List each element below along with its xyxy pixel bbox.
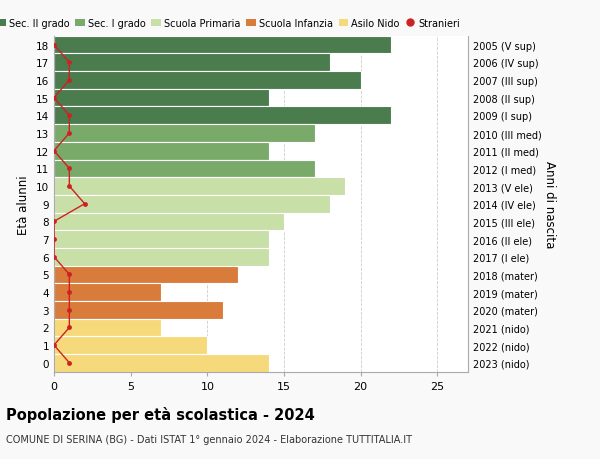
Bar [54, 319, 161, 336]
Bar [54, 143, 269, 160]
Bar [54, 72, 361, 90]
Bar [54, 37, 391, 54]
Bar [54, 248, 269, 266]
Bar [54, 354, 269, 372]
Bar [54, 107, 391, 125]
Text: COMUNE DI SERINA (BG) - Dati ISTAT 1° gennaio 2024 - Elaborazione TUTTITALIA.IT: COMUNE DI SERINA (BG) - Dati ISTAT 1° ge… [6, 434, 412, 444]
Bar [54, 231, 269, 248]
Bar [54, 266, 238, 284]
Bar [54, 90, 269, 107]
Bar [54, 54, 330, 72]
Bar [54, 125, 314, 143]
Bar [54, 196, 330, 213]
Bar [54, 160, 314, 178]
Bar [54, 336, 208, 354]
Bar [54, 213, 284, 231]
Bar [54, 301, 223, 319]
Bar [54, 178, 346, 196]
Y-axis label: Età alunni: Età alunni [17, 174, 31, 234]
Y-axis label: Anni di nascita: Anni di nascita [542, 161, 556, 248]
Legend: Sec. II grado, Sec. I grado, Scuola Primaria, Scuola Infanzia, Asilo Nido, Stran: Sec. II grado, Sec. I grado, Scuola Prim… [0, 18, 460, 28]
Bar [54, 284, 161, 301]
Text: Popolazione per età scolastica - 2024: Popolazione per età scolastica - 2024 [6, 406, 315, 422]
